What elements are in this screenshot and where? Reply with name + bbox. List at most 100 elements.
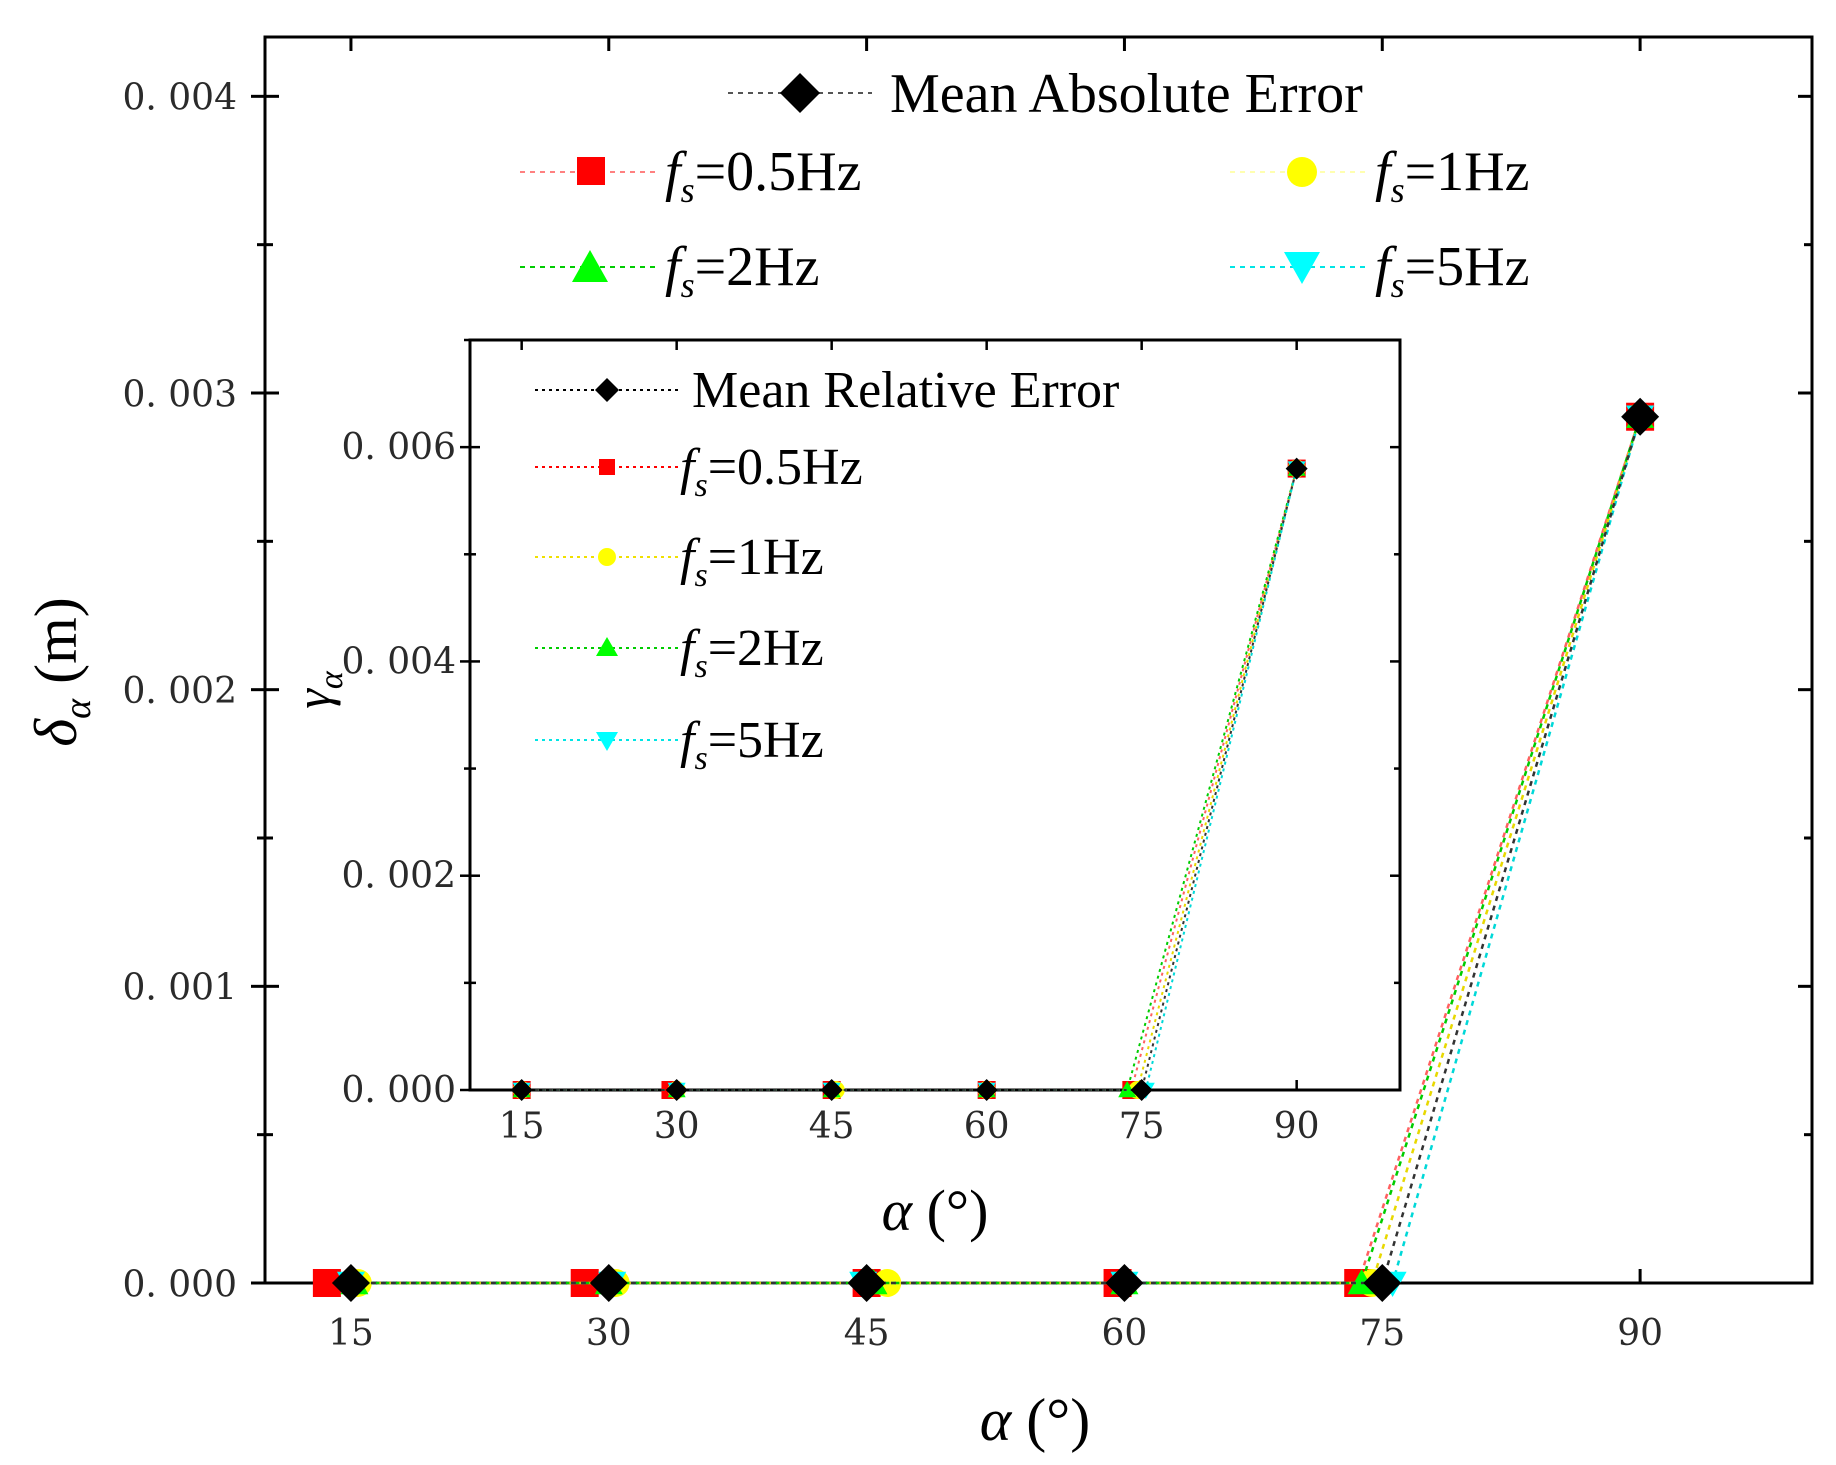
inset-x-tick-label: 30 (654, 1106, 700, 1147)
inset-y-axis-subscript: α (313, 670, 350, 689)
legend-s: s (681, 265, 695, 305)
inset-point-mean-relative-error (665, 1079, 688, 1101)
main-legend-entry-fs-1: fs=1Hz (1230, 141, 1529, 210)
main-x-tick-label: 45 (844, 1313, 890, 1354)
inset-point-mean-relative-error (1285, 457, 1308, 480)
main-point-mean-absolute-error (1621, 397, 1660, 436)
inset-legend-entry-mean-relative-error: Mean Relative Error (535, 362, 1119, 419)
inset-legend-label: fs=5Hz (680, 712, 824, 777)
main-x-tick-label: 60 (1102, 1313, 1148, 1354)
inset-legend-diamond-marker (595, 378, 619, 402)
main-legend-entry-fs-5: fs=5Hz (1230, 236, 1529, 305)
main-legend-square-marker (577, 157, 605, 185)
main-line-mean-absolute-error (350, 416, 1642, 1285)
main-legend-circle-marker (1287, 157, 1317, 187)
main-y-axis-unit: (m) (23, 597, 89, 699)
main-line-fs-2hz (354, 416, 1642, 1285)
inset-legend-square-marker (599, 459, 615, 475)
main-series-layer (312, 397, 1660, 1302)
main-legend-diamond-marker (780, 73, 820, 113)
inset-point-fs-2hz (1118, 1081, 1137, 1098)
main-y-axis-subscript: α (57, 698, 99, 719)
inset-x-tick-label: 45 (809, 1106, 855, 1147)
legend-s: s (694, 740, 707, 777)
inset-x-axis-unit: (°) (912, 1178, 988, 1243)
main-legend-triangle-down-marker (1284, 252, 1320, 284)
inset-x-tick-label: 60 (964, 1106, 1010, 1147)
inset-x-axis-symbol: α (882, 1178, 914, 1243)
main-point-mean-absolute-error (331, 1264, 370, 1302)
legend-s: s (694, 648, 707, 685)
inset-point-mean-relative-error (510, 1079, 533, 1101)
legend-s: s (681, 170, 695, 210)
inset-line-fs-1hz (521, 468, 1298, 1091)
main-y-axis-symbol: δ (23, 718, 89, 747)
inset-legend-entry-fs-2: fs=2Hz (535, 620, 824, 685)
main-point-mean-absolute-error (589, 1264, 628, 1302)
main-legend-label: fs=5Hz (1375, 236, 1529, 305)
inset-legend: Mean Relative Error fs=0.5Hz fs=1Hz fs=2… (535, 362, 1119, 777)
legend-rest: =1Hz (1405, 141, 1530, 203)
main-y-tick-label: 0. 002 (122, 671, 237, 712)
main-legend-entry-fs-2: fs=2Hz (520, 236, 819, 305)
inset-legend-label: fs=2Hz (680, 620, 824, 685)
legend-s: s (1391, 265, 1405, 305)
main-legend-entry-fs-0-5: fs=0.5Hz (520, 141, 861, 210)
legend-rest: =1Hz (708, 529, 824, 586)
inset-x-tick-label: 90 (1274, 1106, 1320, 1147)
inset-y-tick-label: 0. 000 (341, 1070, 456, 1111)
main-legend-label-mean-absolute-error: Mean Absolute Error (890, 63, 1363, 125)
legend-rest: =2Hz (708, 620, 824, 677)
inset-x-tick-label: 15 (499, 1106, 545, 1147)
inset-y-axis-symbol: γ (285, 688, 341, 709)
main-y-tick-label: 0. 001 (122, 968, 237, 1009)
inset-legend-triangle-up-marker (596, 637, 618, 656)
inset-plot-area: 0. 000 0. 002 0. 004 0. 006 15 30 45 60 75 90 (341, 338, 1402, 1147)
main-legend-label: fs=2Hz (665, 236, 819, 305)
main-series-mean-absolute-error (331, 397, 1660, 1302)
legend-s: s (694, 557, 707, 594)
legend-rest: =5Hz (708, 712, 824, 769)
inset-y-tick-label: 0. 004 (341, 641, 456, 682)
main-point-mean-absolute-error (1105, 1264, 1144, 1302)
inset-x-tick-label: 75 (1119, 1106, 1165, 1147)
main-y-tick-label: 0. 004 (122, 78, 237, 119)
inset-legend-entry-fs-5: fs=5Hz (535, 712, 824, 777)
main-x-tick-label: 30 (586, 1313, 632, 1354)
inset-series-layer (510, 457, 1308, 1101)
legend-rest: =0.5Hz (708, 439, 863, 496)
inset-legend-triangle-down-marker (596, 732, 618, 751)
inset-series-mean-relative-error (510, 457, 1308, 1101)
main-x-axis-unit: (°) (1011, 1387, 1090, 1453)
main-legend-label: fs=1Hz (1375, 141, 1529, 210)
inset-legend-label: fs=0.5Hz (680, 439, 863, 504)
main-point-mean-absolute-error (1363, 1264, 1402, 1302)
legend-rest: =5Hz (1405, 236, 1530, 298)
main-plot-area: 0. 000 0. 001 0. 002 0. 003 0. 004 15 30 45 60 75… (122, 35, 1814, 1354)
main-x-tick-label: 75 (1359, 1313, 1405, 1354)
main-x-tick-label: 15 (328, 1313, 374, 1354)
main-x-tick-label: 90 (1617, 1313, 1663, 1354)
inset-y-axis-title: γα (285, 670, 350, 709)
main-y-tick-label: 0. 000 (122, 1264, 237, 1305)
main-y-tick-label: 0. 003 (122, 374, 237, 415)
inset-legend-label: fs=1Hz (680, 529, 824, 594)
inset-line-mean-relative-error (521, 468, 1298, 1091)
inset-background (470, 340, 1400, 1090)
main-legend: Mean Absolute Error fs=0.5Hz fs=1Hz fs=2… (520, 63, 1529, 305)
main-legend-label: fs=0.5Hz (665, 141, 861, 210)
main-x-axis-symbol: α (980, 1387, 1013, 1453)
main-point-mean-absolute-error (847, 1264, 886, 1302)
inset-legend-entry-fs-1: fs=1Hz (535, 529, 824, 594)
inset-y-tick-label: 0. 006 (341, 427, 456, 468)
legend-rest: =0.5Hz (695, 141, 862, 203)
inset-point-mean-relative-error (820, 1079, 843, 1101)
legend-rest: =2Hz (695, 236, 820, 298)
inset-point-mean-relative-error (1130, 1079, 1153, 1101)
inset-legend-entry-fs-0-5: fs=0.5Hz (535, 439, 863, 504)
main-legend-triangle-up-marker (572, 250, 608, 282)
inset-legend-circle-marker (598, 548, 616, 566)
main-x-axis-title: α (°) (980, 1387, 1090, 1453)
inset-point-mean-relative-error (975, 1079, 998, 1101)
